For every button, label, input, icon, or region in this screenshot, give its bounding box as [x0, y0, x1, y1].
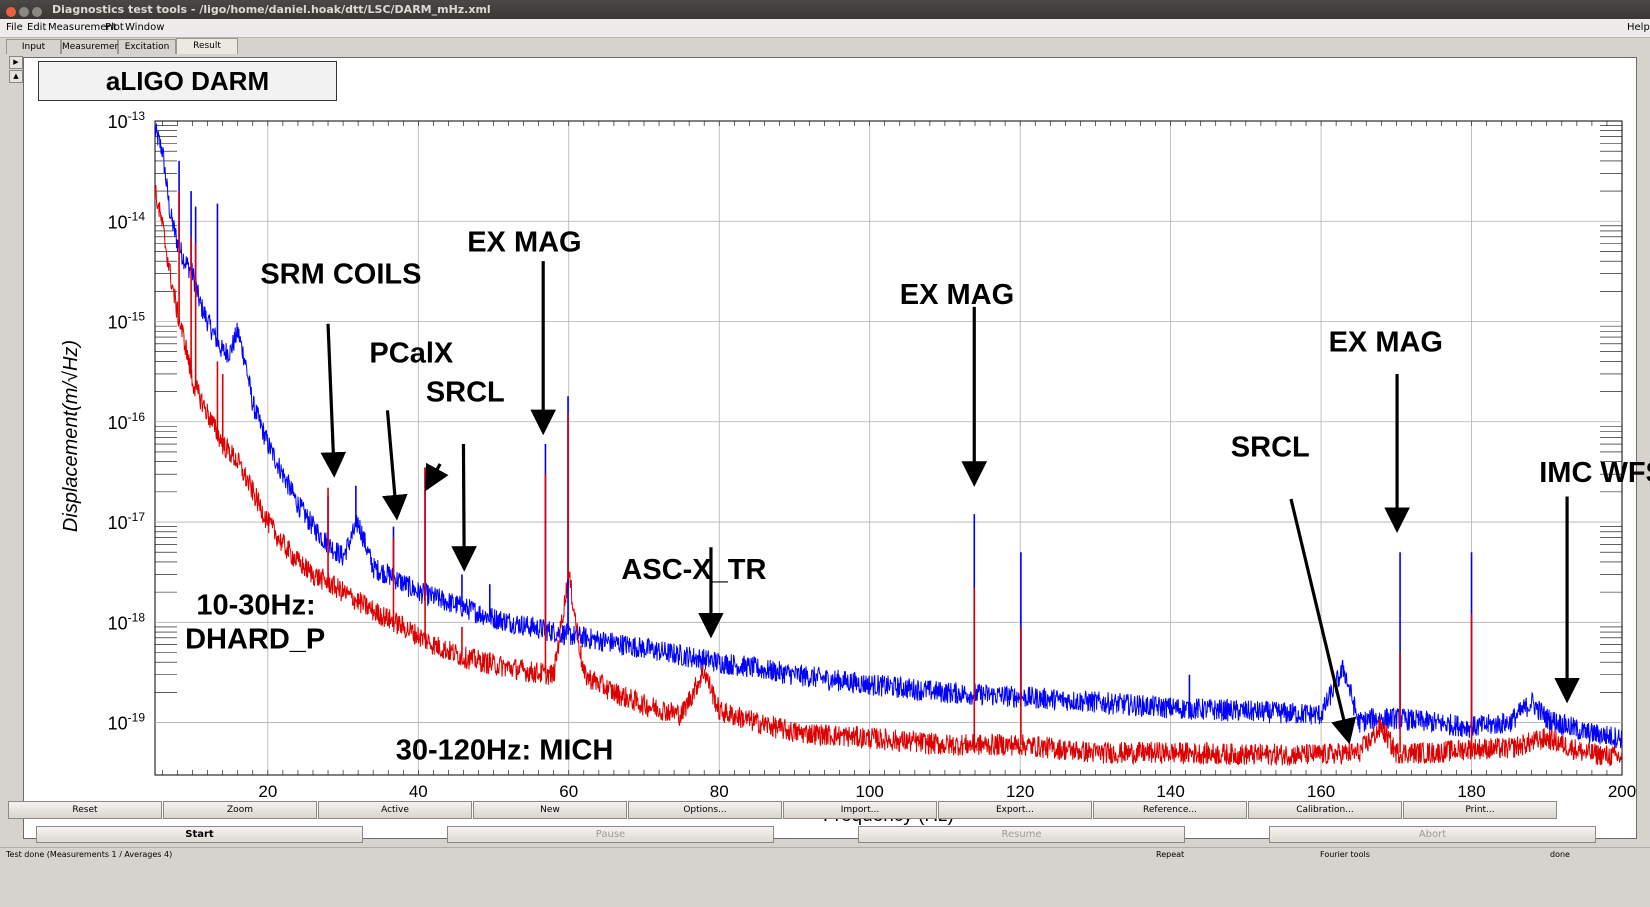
- options-button[interactable]: Options...: [628, 801, 782, 819]
- plot-frame: [154, 120, 1623, 776]
- new-button[interactable]: New: [473, 801, 627, 819]
- tab-measurement[interactable]: Measurement: [61, 39, 124, 54]
- pane-up-icon[interactable]: ▲: [9, 70, 23, 83]
- annotation-arrow: [425, 462, 449, 492]
- annotation-label: SRCL: [426, 376, 505, 408]
- series-blue-line: [155, 123, 1622, 749]
- x-tick-label: 20: [258, 782, 277, 801]
- repeat-status: Repeat: [1156, 850, 1185, 859]
- annotation-label: PCalX: [369, 338, 453, 370]
- x-tick-label: 120: [1006, 782, 1034, 801]
- resume-button[interactable]: Resume: [858, 826, 1185, 843]
- x-tick-label: 80: [710, 782, 729, 801]
- annotation-label: EX MAG: [900, 279, 1014, 311]
- y-tick-label: 10-15: [108, 310, 146, 333]
- annotation-label: ASC-X_TR: [621, 554, 766, 586]
- reference-button[interactable]: Reference...: [1093, 801, 1247, 819]
- y-tick-label: 10-16: [108, 410, 146, 433]
- annotation-arrow: [382, 410, 408, 521]
- import-button[interactable]: Import...: [783, 801, 937, 819]
- tab-input[interactable]: Input: [6, 39, 61, 54]
- x-tick-label: 60: [559, 782, 578, 801]
- annotation-label: DHARD_P: [185, 623, 325, 655]
- annotation-label: 30-120Hz: MICH: [396, 734, 614, 766]
- x-tick-label: 180: [1457, 782, 1485, 801]
- run-state: done: [1550, 850, 1570, 859]
- minimize-icon[interactable]: [19, 7, 29, 17]
- tab-result[interactable]: Result: [176, 38, 238, 54]
- calibration-button[interactable]: Calibration...: [1248, 801, 1402, 819]
- print-button[interactable]: Print...: [1403, 801, 1557, 819]
- plot-toolbar: Reset Zoom Active New Options... Import.…: [8, 801, 1628, 819]
- menu-bar: File Edit Measurement Plot Window Help: [0, 19, 1650, 38]
- tab-excitation[interactable]: Excitation: [118, 39, 176, 54]
- series-group: [155, 123, 1622, 768]
- export-button[interactable]: Export...: [938, 801, 1092, 819]
- y-axis-label: Displacement(m/√Hz): [60, 340, 82, 532]
- annotation-label: IMC WFS: [1539, 457, 1650, 489]
- menu-window[interactable]: Window: [125, 22, 165, 33]
- x-tick-label: 140: [1156, 782, 1184, 801]
- abort-button[interactable]: Abort: [1269, 826, 1596, 843]
- close-icon[interactable]: [6, 7, 16, 17]
- y-tick-label: 10-13: [108, 109, 146, 132]
- fourier-tools-status: Fourier tools: [1320, 850, 1370, 859]
- x-tick-label: 200: [1608, 782, 1636, 801]
- reset-button[interactable]: Reset: [8, 801, 162, 819]
- annotation-label: SRCL: [1231, 432, 1310, 464]
- zoom-button[interactable]: Zoom: [163, 801, 317, 819]
- annotation-label: EX MAG: [1329, 327, 1443, 359]
- y-tick-label: 10-19: [108, 711, 146, 734]
- measurement-controls: Start Pause Resume Abort: [0, 826, 1650, 844]
- plot-pane-controls: ▶ ▲: [9, 56, 23, 83]
- plot-title: aLIGO DARM: [38, 61, 337, 101]
- annotation-arrow: [1289, 498, 1357, 745]
- menu-plot[interactable]: Plot: [105, 22, 124, 33]
- x-tick-label: 100: [856, 782, 884, 801]
- active-button[interactable]: Active: [318, 801, 472, 819]
- annotation-label: 10-30Hz:: [196, 589, 315, 621]
- annotation-arrow: [451, 444, 477, 572]
- annotation-arrow: [320, 323, 347, 478]
- status-bar: Test done (Measurements 1 / Averages 4) …: [0, 847, 1650, 862]
- title-bar: Diagnostics test tools - /ligo/home/dani…: [0, 0, 1650, 19]
- menu-help[interactable]: Help: [1627, 22, 1650, 33]
- menu-file[interactable]: File: [6, 22, 23, 33]
- window-controls[interactable]: [6, 4, 45, 23]
- x-tick-label: 160: [1307, 782, 1335, 801]
- pause-button[interactable]: Pause: [447, 826, 774, 843]
- series-red-line: [155, 185, 1622, 768]
- y-tick-label: 10-14: [108, 209, 146, 232]
- y-tick-label: 10-18: [108, 610, 146, 633]
- menu-edit[interactable]: Edit: [27, 22, 47, 33]
- window-title: Diagnostics test tools - /ligo/home/dani…: [52, 3, 491, 16]
- start-button[interactable]: Start: [36, 826, 363, 843]
- y-tick-label: 10-17: [108, 510, 146, 533]
- maximize-icon[interactable]: [32, 7, 42, 17]
- status-message: Test done (Measurements 1 / Averages 4): [6, 850, 173, 859]
- pane-next-icon[interactable]: ▶: [9, 56, 23, 69]
- annotation-label: SRM COILS: [260, 258, 421, 290]
- x-tick-label: 40: [409, 782, 428, 801]
- tab-bar: Input Measurement Excitation Result: [0, 38, 1650, 54]
- menu-measurement[interactable]: Measurement: [48, 22, 117, 33]
- annotation-label: EX MAG: [467, 226, 581, 258]
